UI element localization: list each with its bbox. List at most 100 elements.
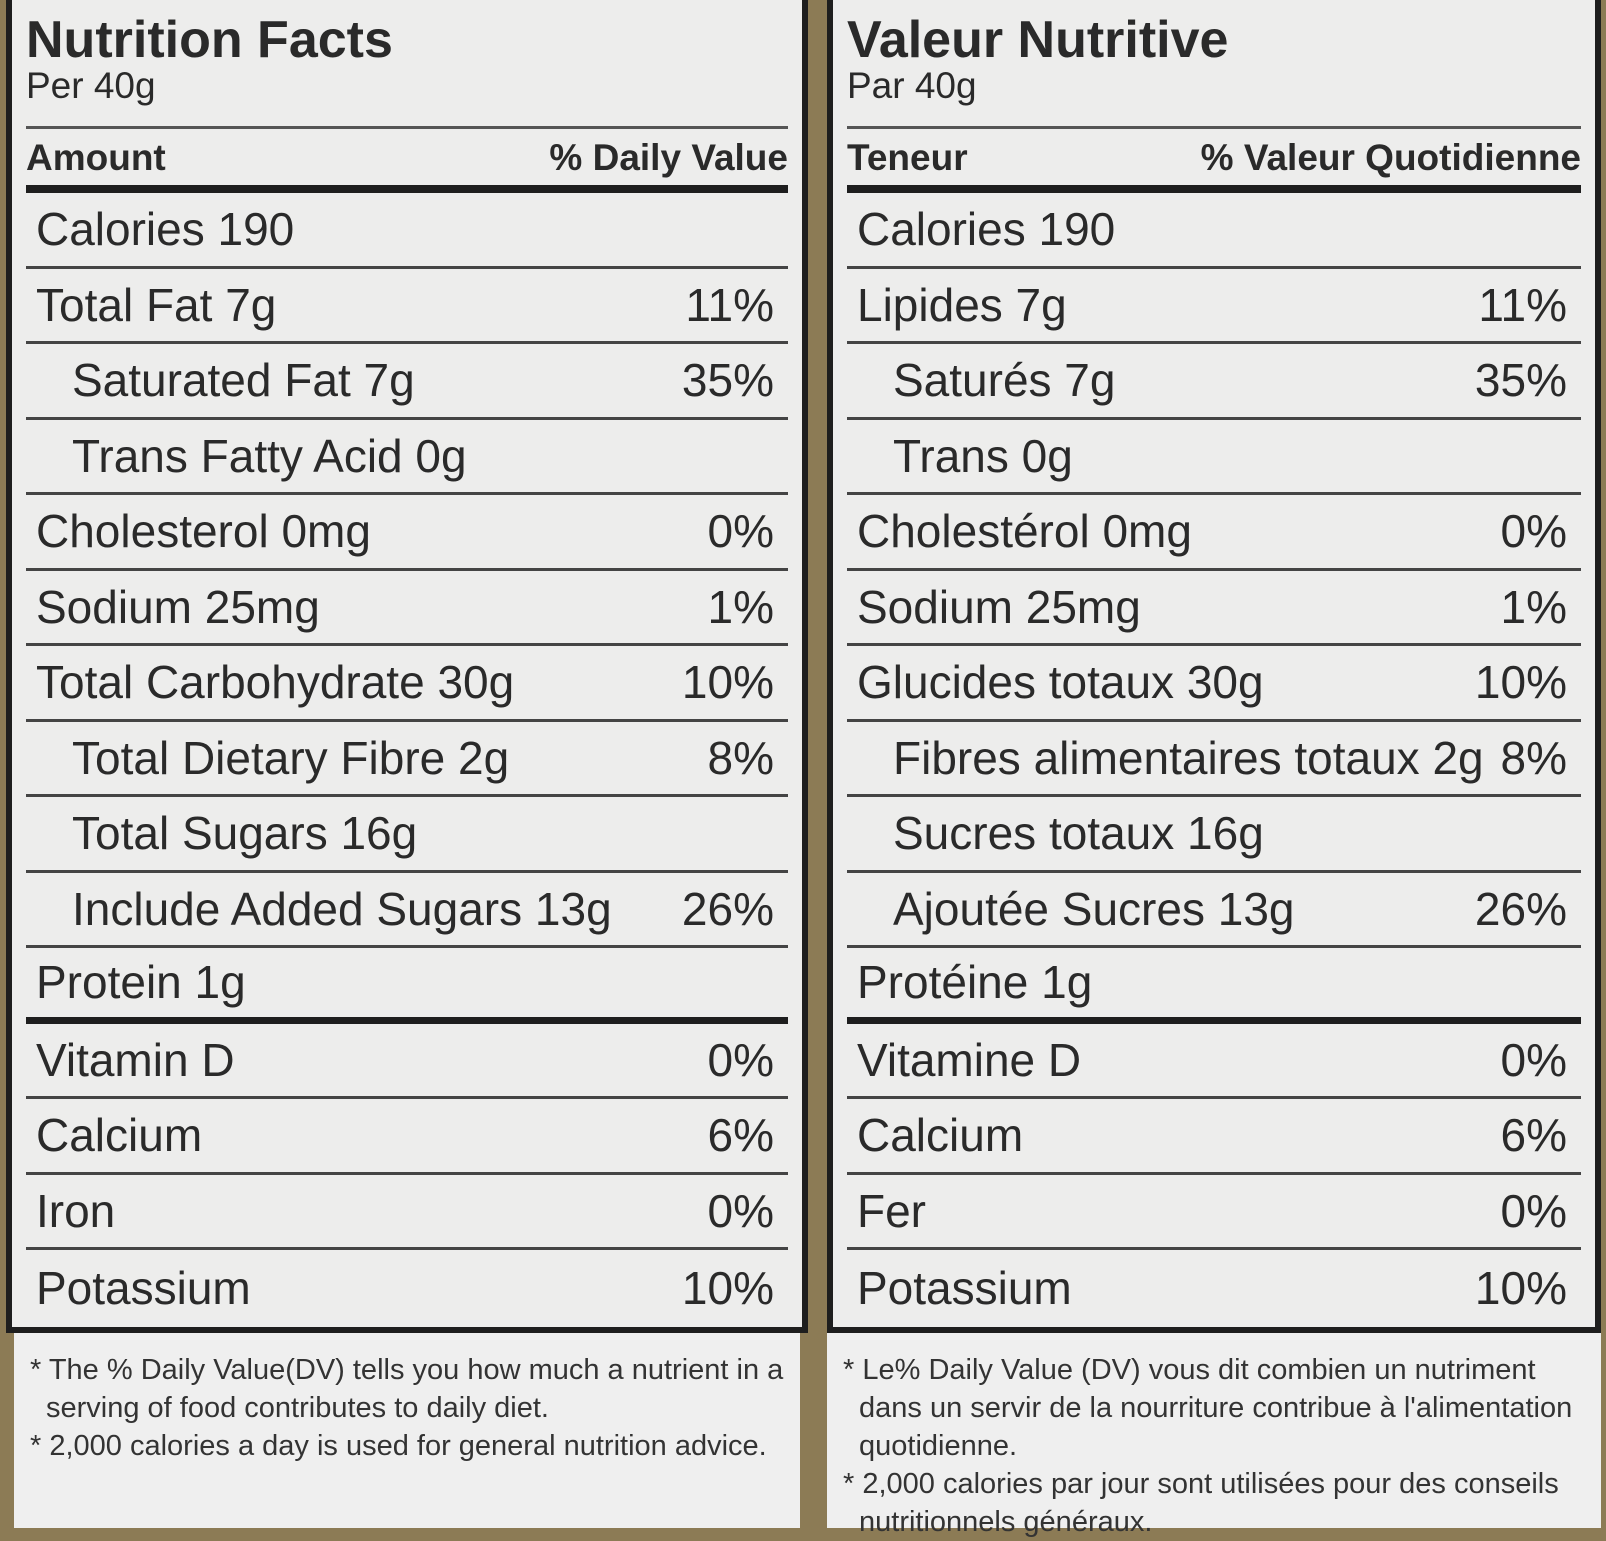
nutrient-row: Fibres alimentaires totaux 2g 8% — [847, 722, 1581, 797]
nutrient-name: Include Added Sugars 13g — [72, 882, 612, 935]
nutrient-row: Saturés 7g 35% — [847, 344, 1581, 420]
nutrient-row: Sodium 25mg 1% — [26, 571, 788, 646]
serving-size: Per 40g — [26, 66, 788, 129]
daily-value: 6% — [1500, 1109, 1567, 1162]
daily-value: 26% — [681, 882, 774, 935]
nutrient-row: Iron 0% — [26, 1175, 788, 1250]
nutrient-name: Vitamin D — [36, 1033, 235, 1086]
footnotes: * Le% Daily Value (DV) vous dit combien … — [827, 1333, 1601, 1538]
daily-value: 1% — [1500, 580, 1567, 633]
column-header: Amount % Daily Value — [26, 129, 788, 193]
nutrient-row: Cholesterol 0mg 0% — [26, 495, 788, 571]
daily-value: 35% — [1474, 354, 1567, 407]
nutrient-name: Glucides totaux 30g — [857, 656, 1264, 709]
nutrient-row: Calcium 6% — [26, 1099, 788, 1175]
nutrient-name: Saturés 7g — [893, 354, 1116, 407]
daily-value: 0% — [707, 1184, 774, 1237]
nutrient-row: Total Sugars 16g — [26, 797, 788, 873]
nutrient-name: Saturated Fat 7g — [72, 354, 415, 407]
footnote: * 2,000 calories a day is used for gener… — [30, 1430, 767, 1462]
nutrient-name: Protein 1g — [36, 956, 246, 1009]
panel-inner: Valeur Nutritive Par 40g Teneur % Valeur Qu… — [847, 0, 1581, 1326]
nutrient-name: Protéine 1g — [857, 956, 1093, 1009]
nutrient-row: Fer 0% — [847, 1175, 1581, 1250]
nutrient-name: Potassium — [36, 1261, 251, 1314]
nutrition-panel: Nutrition Facts Per 40g Amount % Daily Valu… — [6, 0, 808, 1333]
dv-header: % Valeur Quotidienne — [1200, 137, 1581, 178]
daily-value: 6% — [707, 1109, 774, 1162]
amount-header: Teneur — [847, 137, 968, 178]
nutrient-name: Sodium 25mg — [857, 580, 1141, 633]
nutrient-row: Total Dietary Fibre 2g 8% — [26, 722, 788, 797]
nutrient-name: Total Sugars 16g — [72, 807, 418, 860]
footnote: * The % Daily Value(DV) tells you how mu… — [30, 1354, 784, 1424]
nutrient-name: Potassium — [857, 1261, 1072, 1314]
nutrient-name: Sucres totaux 16g — [893, 807, 1264, 860]
nutrient-row: Total Fat 7g 11% — [26, 269, 788, 344]
nutrient-row: Potassium 10% — [26, 1250, 788, 1326]
nutrient-name: Iron — [36, 1184, 116, 1237]
serving-size: Par 40g — [847, 66, 1581, 129]
nutrient-name: Calcium — [857, 1109, 1024, 1162]
nutrient-name: Fer — [857, 1184, 926, 1237]
nutrient-row: Include Added Sugars 13g 26% — [26, 873, 788, 948]
nutrient-row: Trans Fatty Acid 0g — [26, 420, 788, 495]
nutrient-name: Lipides 7g — [857, 278, 1067, 331]
footnotes: * The % Daily Value(DV) tells you how mu… — [14, 1333, 800, 1528]
daily-value: 0% — [707, 505, 774, 558]
nutrient-row: Trans 0g — [847, 420, 1581, 495]
daily-value: 0% — [1500, 1184, 1567, 1237]
footnote: * 2,000 calories par jour sont utilisées… — [843, 1468, 1559, 1538]
nutrient-name: Ajoutée Sucres 13g — [893, 882, 1295, 935]
column-header: Teneur % Valeur Quotidienne — [847, 129, 1581, 193]
panel-title: Valeur Nutritive — [847, 11, 1229, 69]
nutrient-name: Trans 0g — [893, 429, 1073, 482]
nutrient-row: Sucres totaux 16g — [847, 797, 1581, 873]
daily-value: 0% — [707, 1033, 774, 1086]
nutrient-name: Fibres alimentaires totaux 2g — [893, 731, 1484, 784]
nutrient-row: Calcium 6% — [847, 1099, 1581, 1175]
nutrient-row: Sodium 25mg 1% — [847, 571, 1581, 646]
daily-value: 11% — [685, 278, 774, 331]
daily-value: 11% — [1478, 278, 1567, 331]
daily-value: 35% — [681, 354, 774, 407]
daily-value: 10% — [1474, 1261, 1567, 1314]
nutrient-name: Sodium 25mg — [36, 580, 320, 633]
daily-value: 0% — [1500, 1033, 1567, 1086]
nutrient-name: Cholestérol 0mg — [857, 505, 1192, 558]
nutrient-row: Cholestérol 0mg 0% — [847, 495, 1581, 571]
nutrient-row: Protéine 1g — [847, 948, 1581, 1024]
nutrient-row: Lipides 7g 11% — [847, 269, 1581, 344]
nutrient-name: Total Dietary Fibre 2g — [72, 731, 510, 784]
nutrient-row: Calories 190 — [26, 193, 788, 269]
nutrient-name: Vitamine D — [857, 1033, 1082, 1086]
nutrient-name: Cholesterol 0mg — [36, 505, 371, 558]
nutrient-row: Vitamin D 0% — [26, 1024, 788, 1099]
nutrient-row: Saturated Fat 7g 35% — [26, 344, 788, 420]
amount-header: Amount — [26, 137, 166, 178]
nutrient-row: Calories 190 — [847, 193, 1581, 269]
panel-inner: Nutrition Facts Per 40g Amount % Daily Valu… — [26, 0, 788, 1326]
daily-value: 0% — [1500, 505, 1567, 558]
daily-value: 10% — [681, 1261, 774, 1314]
nutrient-name: Calcium — [36, 1109, 203, 1162]
daily-value: 10% — [1474, 656, 1567, 709]
nutrient-name: Calories 190 — [36, 203, 295, 256]
nutrient-name: Trans Fatty Acid 0g — [72, 429, 467, 482]
nutrient-row: Glucides totaux 30g 10% — [847, 646, 1581, 722]
footnote: * Le% Daily Value (DV) vous dit combien … — [843, 1354, 1573, 1462]
daily-value: 10% — [681, 656, 774, 709]
nutrient-row: Total Carbohydrate 30g 10% — [26, 646, 788, 722]
panel-title: Nutrition Facts — [26, 11, 393, 69]
nutrient-row: Vitamine D 0% — [847, 1024, 1581, 1099]
nutrient-name: Total Carbohydrate 30g — [36, 656, 515, 709]
dv-header: % Daily Value — [549, 137, 788, 178]
nutrient-row: Potassium 10% — [847, 1250, 1581, 1326]
daily-value: 8% — [1500, 731, 1567, 784]
nutrient-name: Calories 190 — [857, 203, 1116, 256]
nutrient-name: Total Fat 7g — [36, 278, 277, 331]
nutrient-row: Protein 1g — [26, 948, 788, 1024]
daily-value: 26% — [1474, 882, 1567, 935]
nutrient-row: Ajoutée Sucres 13g 26% — [847, 873, 1581, 948]
